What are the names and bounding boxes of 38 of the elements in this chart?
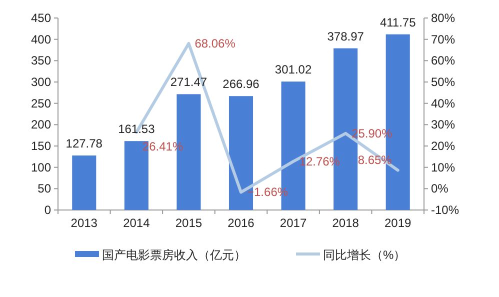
y-tick-label: 450	[30, 11, 52, 25]
y-tick-label: 0	[44, 203, 52, 217]
data-label: 378.97	[327, 29, 364, 44]
data-label: 161.53	[118, 122, 156, 136]
y2-tick-label: 20%	[431, 139, 456, 153]
data-label: 127.78	[66, 136, 103, 150]
y2-tick-label: 10%	[431, 160, 456, 174]
data-label: 411.75	[380, 15, 416, 30]
bar	[72, 155, 96, 210]
data-label: 271.47	[170, 75, 208, 90]
y2-tick-label: 70%	[431, 32, 456, 46]
y-tick-label: 300	[30, 75, 52, 89]
y-tick-label: 100	[30, 160, 52, 174]
y-tick-label: 250	[30, 96, 52, 110]
legend-label: 国产电影票房收入（亿元）	[102, 248, 246, 262]
data-label: 68.06%	[194, 36, 236, 50]
y-tick-label: 350	[30, 54, 52, 68]
x-tick-label: 2018	[332, 216, 360, 230]
y2-tick-label: -10%	[431, 203, 460, 217]
data-label: 266.96	[222, 77, 260, 92]
x-tick-label: 2019	[384, 216, 412, 230]
y2-tick-label: 60%	[431, 54, 456, 68]
y2-tick-label: 40%	[431, 96, 456, 110]
x-tick-label: 2015	[175, 216, 202, 230]
y-tick-label: 400	[30, 32, 52, 46]
data-label: 301.02	[274, 62, 312, 77]
x-tick-label: 2014	[123, 216, 150, 230]
y2-tick-label: 80%	[431, 11, 456, 25]
x-tick-label: 2013	[70, 216, 98, 230]
legend-label: 同比增长（%）	[323, 248, 406, 262]
x-tick-label: 2017	[280, 216, 307, 230]
y2-tick-label: 30%	[431, 118, 456, 132]
y-tick-label: 200	[30, 118, 52, 132]
y-tick-label: 150	[30, 139, 52, 153]
y2-tick-label: 0%	[431, 182, 449, 196]
y2-tick-label: 50%	[431, 75, 456, 89]
x-tick-label: 2016	[228, 216, 255, 230]
y-tick-label: 50	[38, 182, 52, 196]
